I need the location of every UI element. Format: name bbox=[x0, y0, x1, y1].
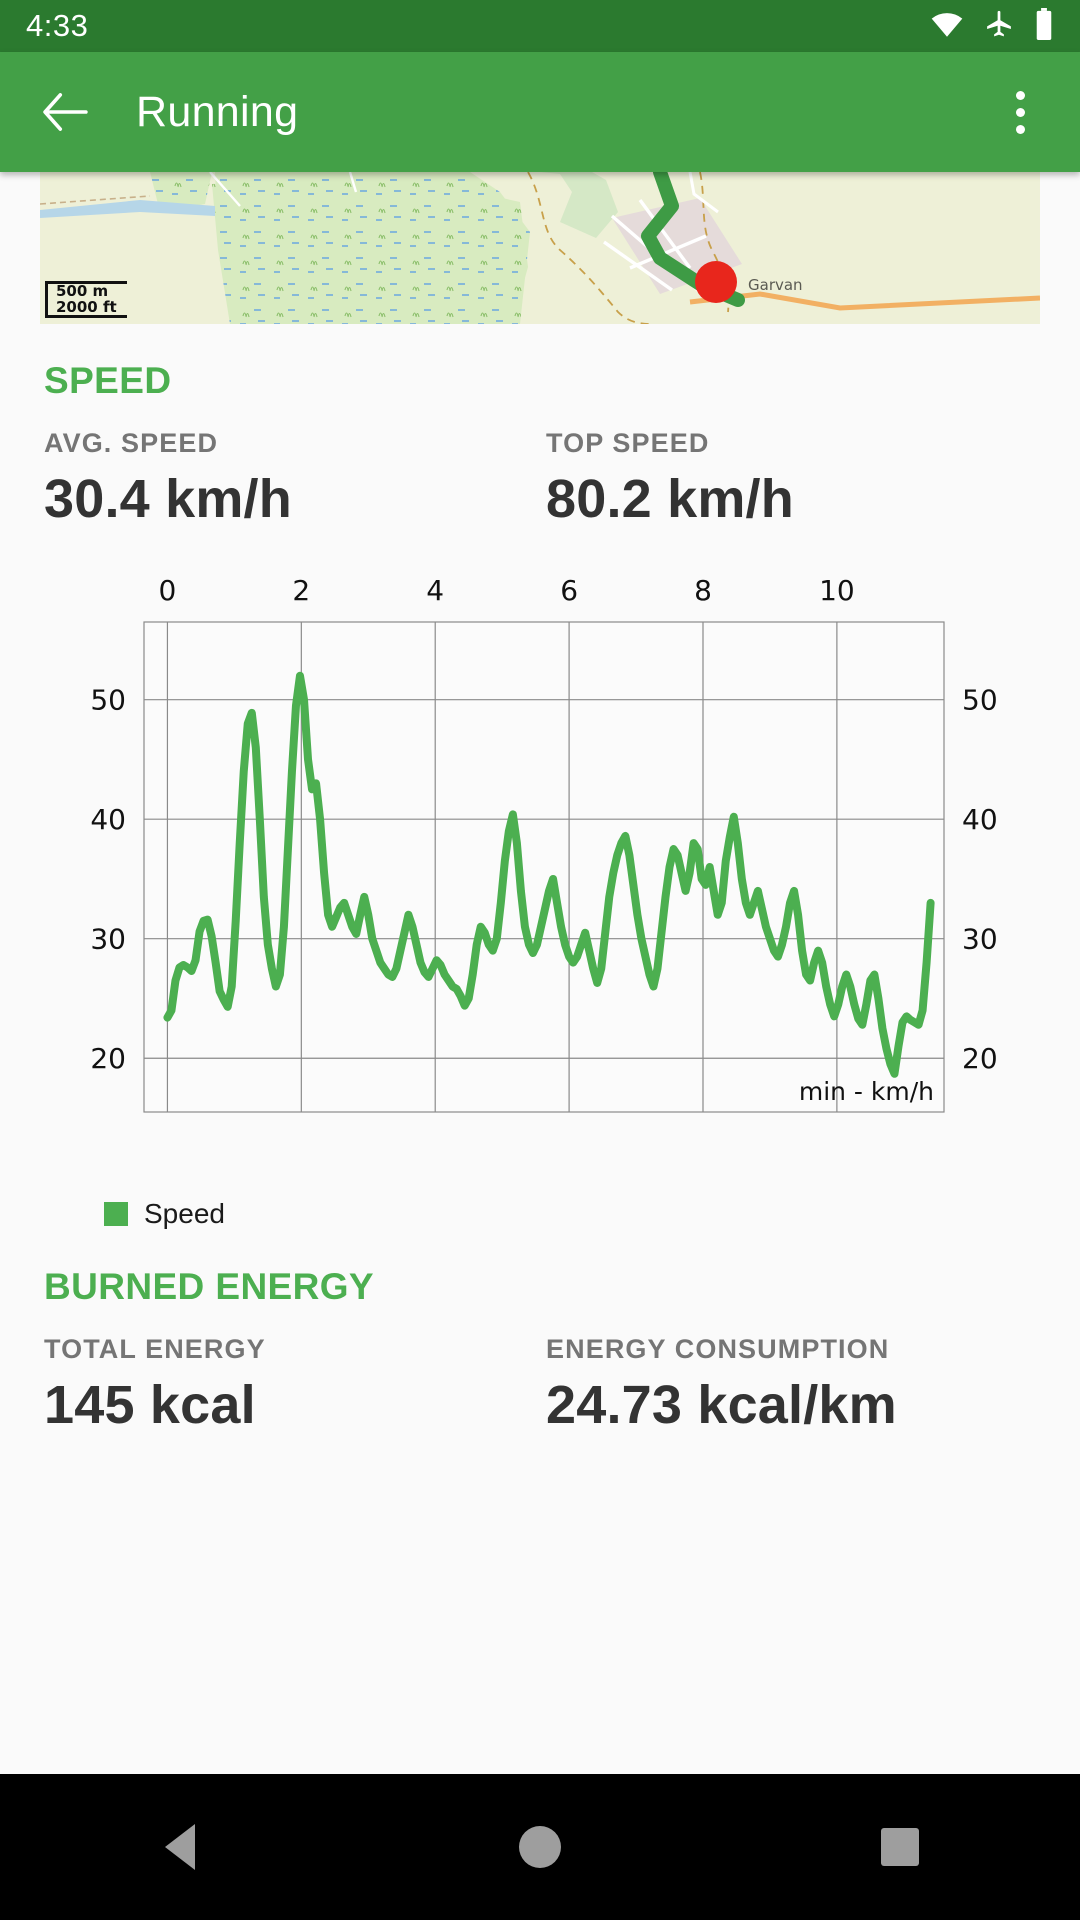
map-canvas: Garvan bbox=[0, 172, 1080, 324]
back-triangle-icon bbox=[165, 1824, 195, 1870]
nav-home-button[interactable] bbox=[465, 1774, 615, 1920]
current-position-marker bbox=[695, 261, 737, 303]
app-bar: Running bbox=[0, 52, 1080, 172]
y-tick-label-left: 40 bbox=[90, 803, 126, 836]
energy-consumption-value: 24.73 kcal/km bbox=[546, 1375, 897, 1435]
scale-imperial: 2000 ft bbox=[45, 299, 127, 318]
series-line-speed bbox=[163, 671, 935, 1078]
total-energy-stat: TOTAL ENERGY 145 kcal bbox=[44, 1334, 540, 1436]
overflow-dot bbox=[1015, 107, 1025, 117]
y-tick-label-right: 40 bbox=[962, 803, 998, 836]
status-bar: 4:33 bbox=[0, 0, 1080, 52]
page-title: Running bbox=[136, 87, 299, 136]
map-scale-bar: 500 m 2000 ft bbox=[45, 281, 127, 318]
home-circle-icon bbox=[519, 1826, 561, 1868]
x-tick-label: 10 bbox=[819, 574, 855, 607]
y-tick-label-left: 50 bbox=[90, 684, 126, 717]
svg-text:Garvan: Garvan bbox=[748, 276, 803, 294]
nav-back-button[interactable] bbox=[105, 1774, 255, 1920]
content-bottom-spacer bbox=[0, 1436, 1080, 1470]
chart-units-note: min - km/h bbox=[799, 1077, 934, 1106]
energy-consumption-label: ENERGY CONSUMPTION bbox=[546, 1334, 890, 1364]
top-speed-stat: TOP SPEED 80.2 km/h bbox=[540, 428, 1036, 530]
x-tick-label: 0 bbox=[159, 574, 177, 607]
energy-section: BURNED ENERGY TOTAL ENERGY 145 kcal ENER… bbox=[0, 1230, 1080, 1436]
y-tick-label-right: 20 bbox=[962, 1042, 998, 1075]
back-arrow-icon[interactable] bbox=[28, 75, 102, 149]
scale-metric: 500 m bbox=[45, 281, 127, 300]
overflow-dot bbox=[1015, 90, 1025, 100]
speed-chart-canvas: 0 2 4 6 8 10 20 30 40 50 20 30 40 50 min - km/h bbox=[90, 574, 998, 1113]
energy-stats-row: TOTAL ENERGY 145 kcal ENERGY CONSUMPTION… bbox=[44, 1334, 1036, 1436]
legend-swatch-speed bbox=[104, 1202, 128, 1226]
nav-recents-button[interactable] bbox=[825, 1774, 975, 1920]
speed-section: SPEED AVG. SPEED 30.4 km/h TOP SPEED 80.… bbox=[0, 324, 1080, 1230]
system-nav-bar bbox=[0, 1774, 1080, 1920]
speed-chart[interactable]: 0 2 4 6 8 10 20 30 40 50 20 30 40 50 min - km/h Speed bbox=[44, 552, 1036, 1230]
plot-background bbox=[144, 622, 944, 1112]
speed-section-title: SPEED bbox=[44, 360, 172, 401]
top-speed-label: TOP SPEED bbox=[546, 428, 710, 458]
airplane-mode-icon bbox=[984, 9, 1014, 44]
legend-label-speed: Speed bbox=[144, 1198, 225, 1229]
x-tick-label: 8 bbox=[694, 574, 712, 607]
x-tick-label: 4 bbox=[426, 574, 444, 607]
status-time: 4:33 bbox=[26, 8, 89, 43]
x-tick-label: 6 bbox=[560, 574, 578, 607]
total-energy-value: 145 kcal bbox=[44, 1375, 256, 1435]
energy-consumption-stat: ENERGY CONSUMPTION 24.73 kcal/km bbox=[540, 1334, 1036, 1436]
speed-stats-row: AVG. SPEED 30.4 km/h TOP SPEED 80.2 km/h bbox=[44, 428, 1036, 530]
more-vert-icon[interactable] bbox=[988, 75, 1052, 149]
avg-speed-stat: AVG. SPEED 30.4 km/h bbox=[44, 428, 540, 530]
route-map[interactable]: Garvan 500 m 2000 ft bbox=[0, 172, 1080, 324]
x-tick-label: 2 bbox=[292, 574, 310, 607]
avg-speed-label: AVG. SPEED bbox=[44, 428, 219, 458]
plot-frame bbox=[143, 621, 945, 1113]
recents-square-icon bbox=[881, 1828, 919, 1866]
wifi-icon bbox=[930, 11, 964, 42]
avg-speed-value: 30.4 km/h bbox=[44, 469, 292, 529]
status-icon-group bbox=[930, 7, 1054, 45]
energy-section-title: BURNED ENERGY bbox=[44, 1266, 375, 1307]
chart-legend: Speed bbox=[104, 1198, 1036, 1230]
top-speed-value: 80.2 km/h bbox=[546, 469, 794, 529]
y-tick-label-right: 50 bbox=[962, 684, 998, 717]
y-tick-label-left: 20 bbox=[90, 1042, 126, 1075]
total-energy-label: TOTAL ENERGY bbox=[44, 1334, 266, 1364]
battery-icon bbox=[1034, 7, 1054, 45]
y-tick-label-left: 30 bbox=[90, 923, 126, 956]
y-tick-label-right: 30 bbox=[962, 923, 998, 956]
overflow-dot bbox=[1015, 124, 1025, 134]
